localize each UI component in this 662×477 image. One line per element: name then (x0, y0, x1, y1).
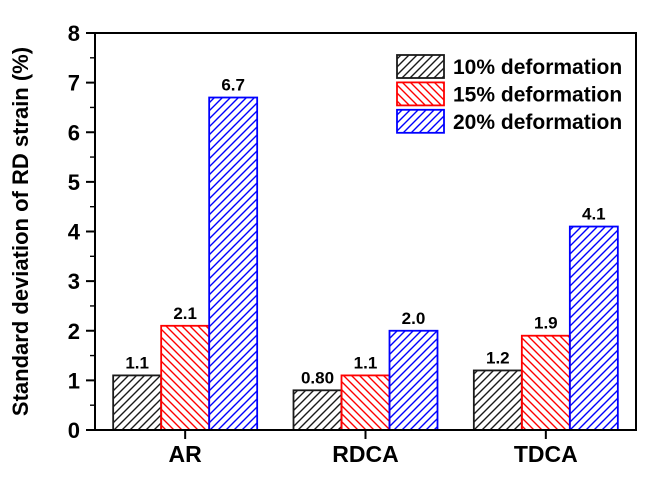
legend-swatch (396, 81, 445, 107)
bar-AR-15pct (160, 324, 211, 431)
legend-label: 20% deformation (453, 111, 622, 134)
bar-TDCA-15pct (520, 334, 571, 431)
bar-RDCA-20pct (388, 329, 439, 431)
bar-value-label: 1.9 (534, 314, 558, 333)
bar-value-label: 1.1 (125, 353, 149, 372)
legend-label: 15% deformation (453, 83, 622, 106)
y-axis-tick-label: 0 (68, 418, 80, 443)
y-axis-title: Standard deviation of RD strain (%) (8, 47, 33, 416)
bar-TDCA-20pct (568, 225, 619, 431)
x-axis-category-label: TDCA (514, 441, 578, 467)
x-axis-category-label: AR (169, 441, 203, 467)
bar-value-label: 1.2 (486, 348, 510, 367)
legend-label: 10% deformation (453, 56, 622, 79)
bar-TDCA-10pct (472, 369, 523, 431)
y-axis-tick-label: 7 (68, 71, 80, 96)
bar-RDCA-10pct (292, 389, 343, 431)
y-axis-tick-label: 8 (68, 21, 80, 46)
y-axis-tick-label: 1 (68, 368, 80, 393)
y-axis-tick-label: 5 (68, 170, 80, 195)
bar-value-label: 4.1 (582, 205, 606, 224)
bar-AR-10pct (112, 374, 163, 431)
x-axis-category-label: RDCA (332, 441, 398, 467)
legend-swatch (396, 108, 445, 134)
y-axis-tick-label: 6 (68, 120, 80, 145)
bar-value-label: 1.1 (354, 353, 378, 372)
bar-AR-20pct (208, 96, 259, 431)
y-axis-tick-label: 4 (68, 220, 81, 245)
bar-RDCA-15pct (340, 374, 391, 431)
y-axis-tick-label: 2 (68, 319, 80, 344)
bar-value-label: 2.0 (402, 309, 426, 328)
bar-value-label: 2.1 (173, 304, 197, 323)
y-axis-tick-label: 3 (68, 269, 80, 294)
bar-value-label: 0.80 (301, 368, 334, 387)
bar-value-label: 6.7 (221, 76, 245, 95)
plot-area: 1.1 2.1 6.7 0.80 1.1 2.0 1.2 1.9 4.1 0 1 2 3 4 5 6 7 8 AR R… (68, 21, 637, 467)
legend-swatch (396, 54, 445, 79)
